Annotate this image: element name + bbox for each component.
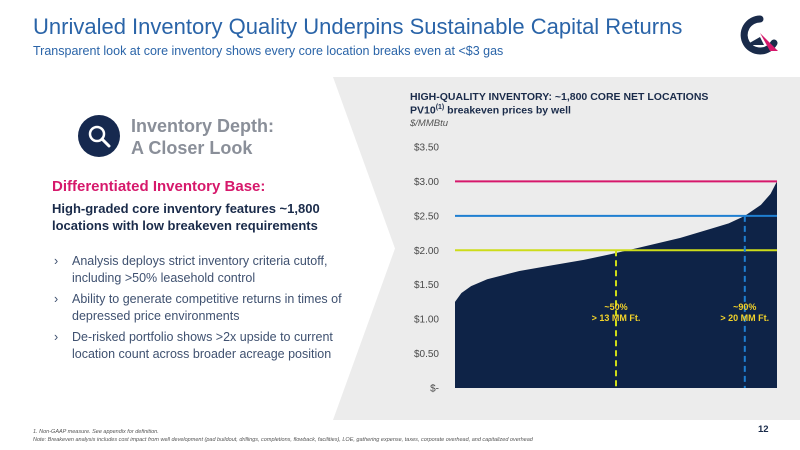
annotation-label-pct: ~90% [733, 302, 756, 312]
y-tick-label: $2.50 [414, 211, 439, 222]
bullet-marker: › [54, 254, 59, 268]
chart-subtitle-main: PV10 [410, 104, 436, 117]
company-logo-icon [740, 15, 778, 55]
bullet-marker: › [54, 330, 59, 344]
annotation-label-footage: > 20 MM Ft. [720, 313, 769, 323]
bullet-text: Ability to generate competitive returns … [72, 292, 342, 323]
magnifier-icon [78, 115, 120, 157]
annotation-label-pct: ~50% [604, 302, 627, 312]
page-title: Unrivaled Inventory Quality Underpins Su… [33, 14, 683, 39]
lead-statement: High-graded core inventory features ~1,8… [52, 201, 320, 233]
bullet-list: › Analysis deploys strict inventory crite… [52, 253, 347, 367]
footnote: 1. Non-GAAP measure. See appendix for de… [33, 429, 533, 444]
annotation-label-footage: > 13 MM Ft. [592, 313, 641, 323]
page-number: 12 [758, 424, 769, 435]
footnote-line1: 1. Non-GAAP measure. See appendix for de… [33, 429, 159, 435]
y-tick-label: $3.00 [414, 177, 439, 188]
y-tick-label: $- [430, 384, 439, 395]
chart-subtitle-rest: breakeven prices by well [444, 104, 571, 117]
chart-title: HIGH-QUALITY INVENTORY: ~1,800 CORE NET … [410, 91, 709, 103]
depth-title-line1: Inventory Depth: [131, 116, 275, 136]
page-subtitle: Transparent look at core inventory shows… [33, 44, 504, 58]
y-tick-label: $0.50 [414, 349, 439, 360]
bullet-marker: › [54, 292, 59, 306]
chart-subtitle-footnote: (1) [435, 104, 445, 111]
y-tick-label: $3.50 [414, 143, 439, 154]
y-tick-label: $2.00 [414, 246, 439, 257]
breakeven-chart: $3.50 $3.00 $2.50 $2.00 $1.50 $1.00 $0.50 $- ~50… [414, 143, 777, 395]
differentiated-heading: Differentiated Inventory Base: [52, 178, 266, 195]
bullet-text: Analysis deploys strict inventory criter… [72, 254, 328, 285]
y-tick-label: $1.50 [414, 280, 439, 291]
bullet-item: › Ability to generate competitive returns… [52, 291, 347, 324]
chart-subtitle: PV10(1) breakeven prices by well [410, 104, 571, 117]
depth-title-line2: A Closer Look [131, 138, 253, 158]
inventory-depth-title: Inventory Depth: A Closer Look [131, 115, 274, 159]
footnote-note: Note: Breakeven analysis includes cost i… [33, 436, 533, 443]
y-tick-label: $1.00 [414, 315, 439, 326]
bullet-item: › De-risked portfolio shows >2x upside to… [52, 329, 347, 362]
bullet-text: De-risked portfolio shows >2x upside to … [72, 330, 333, 361]
bullet-item: › Analysis deploys strict inventory crite… [52, 253, 347, 286]
chart-unit: $/MMBtu [410, 118, 449, 129]
